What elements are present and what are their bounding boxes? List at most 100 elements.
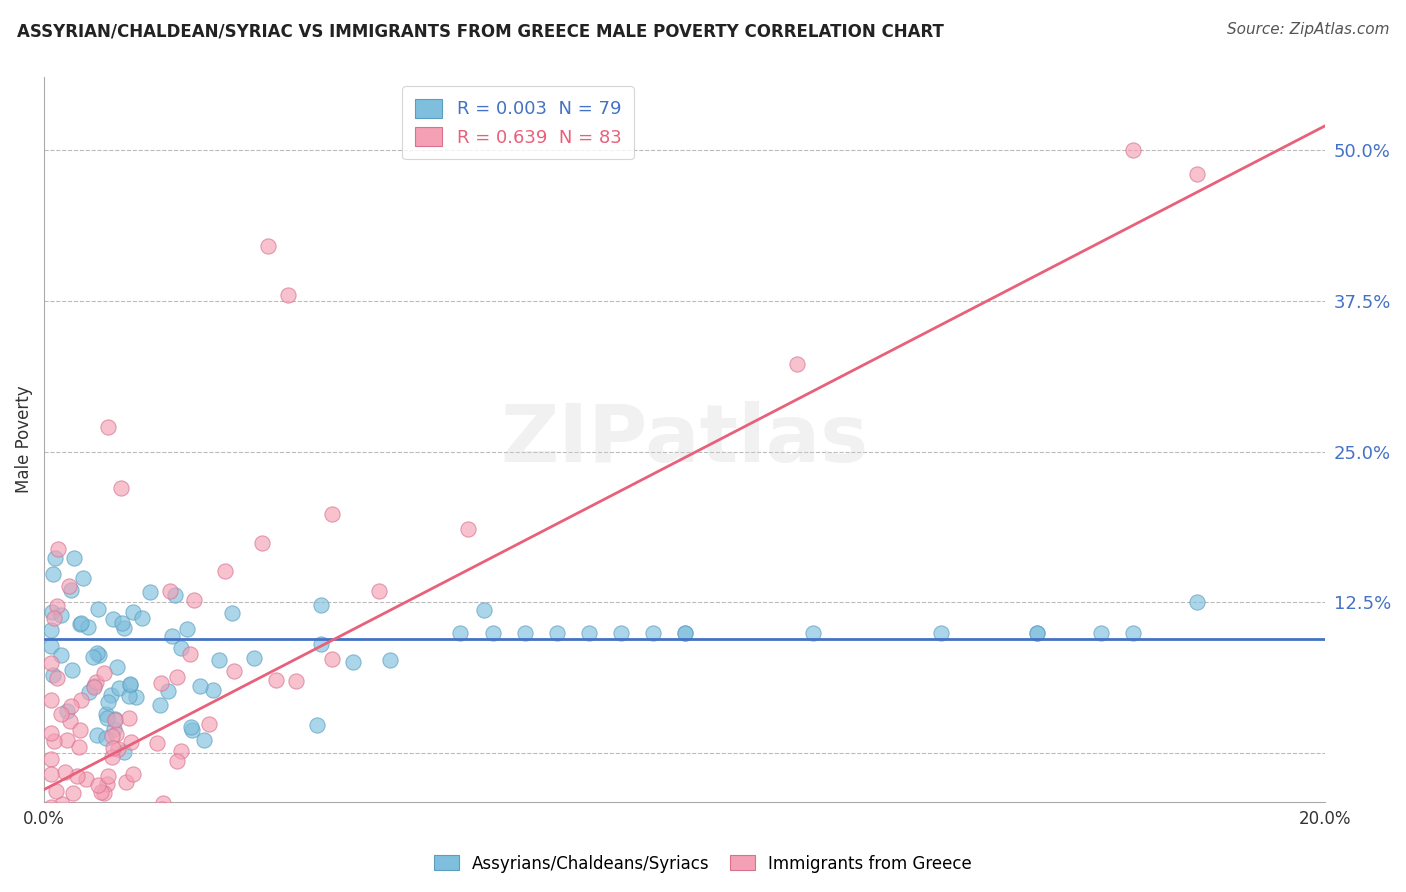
Point — [90, 785, 112, 799]
Point — [202, 806, 225, 821]
Point — [546, 625, 568, 640]
Point — [62, 803, 84, 817]
Point — [1026, 625, 1049, 640]
Point — [87, 806, 110, 821]
Point — [72, 571, 94, 585]
Point — [513, 625, 536, 640]
Point — [1185, 595, 1208, 609]
Point — [39, 693, 62, 707]
Point — [39, 726, 62, 740]
Point — [42, 734, 65, 748]
Point — [96, 711, 118, 725]
Point — [94, 706, 117, 721]
Point — [56, 732, 79, 747]
Point — [75, 806, 97, 821]
Point — [641, 625, 664, 640]
Point — [321, 507, 343, 521]
Point — [201, 683, 224, 698]
Point — [49, 607, 72, 622]
Point — [86, 674, 108, 689]
Point — [111, 615, 134, 630]
Point — [112, 746, 135, 760]
Point — [257, 239, 280, 253]
Point — [929, 625, 952, 640]
Point — [149, 698, 172, 713]
Point — [122, 766, 145, 780]
Point — [139, 584, 162, 599]
Point — [104, 712, 127, 726]
Point — [264, 673, 287, 688]
Point — [70, 693, 93, 707]
Legend: R = 0.003  N = 79, R = 0.639  N = 83: R = 0.003 N = 79, R = 0.639 N = 83 — [402, 87, 634, 160]
Point — [1185, 167, 1208, 181]
Point — [104, 713, 127, 727]
Text: Source: ZipAtlas.com: Source: ZipAtlas.com — [1226, 22, 1389, 37]
Point — [49, 706, 72, 721]
Point — [60, 663, 83, 677]
Point — [1122, 143, 1144, 157]
Point — [166, 754, 188, 768]
Point — [87, 602, 110, 616]
Point — [76, 620, 98, 634]
Point — [149, 675, 172, 690]
Point — [39, 656, 62, 670]
Point — [179, 647, 201, 661]
Point — [342, 655, 364, 669]
Point — [120, 735, 142, 749]
Point — [367, 583, 389, 598]
Point — [208, 653, 231, 667]
Point — [56, 704, 79, 718]
Point — [39, 800, 62, 814]
Point — [70, 615, 93, 630]
Point — [39, 806, 62, 821]
Point — [103, 740, 125, 755]
Point — [176, 622, 198, 636]
Point — [42, 566, 65, 581]
Point — [309, 598, 332, 612]
Point — [150, 802, 173, 816]
Point — [139, 806, 162, 821]
Point — [193, 732, 215, 747]
Point — [103, 612, 125, 626]
Point — [609, 625, 631, 640]
Point — [97, 769, 120, 783]
Point — [83, 680, 105, 694]
Point — [1090, 625, 1112, 640]
Point — [198, 717, 221, 731]
Point — [156, 684, 179, 698]
Point — [118, 711, 141, 725]
Point — [83, 679, 105, 693]
Point — [578, 625, 600, 640]
Point — [69, 740, 91, 755]
Point — [450, 625, 472, 640]
Point — [39, 623, 62, 637]
Point — [66, 769, 89, 783]
Point — [673, 625, 696, 640]
Point — [46, 599, 69, 614]
Point — [122, 806, 145, 821]
Point — [180, 720, 202, 734]
Point — [307, 717, 329, 731]
Point — [122, 605, 145, 619]
Point — [165, 588, 187, 602]
Point — [51, 797, 73, 811]
Point — [233, 806, 256, 821]
Point — [110, 481, 132, 495]
Point — [222, 664, 245, 678]
Point — [118, 689, 141, 703]
Point — [145, 736, 167, 750]
Point — [39, 639, 62, 653]
Point — [221, 606, 243, 620]
Point — [59, 582, 82, 597]
Point — [309, 637, 332, 651]
Point — [75, 806, 97, 821]
Point — [1026, 625, 1049, 640]
Point — [45, 784, 67, 798]
Point — [277, 287, 299, 301]
Point — [321, 652, 343, 666]
Point — [100, 688, 122, 702]
Point — [82, 650, 104, 665]
Point — [79, 806, 101, 821]
Point — [378, 653, 401, 667]
Point — [188, 679, 211, 693]
